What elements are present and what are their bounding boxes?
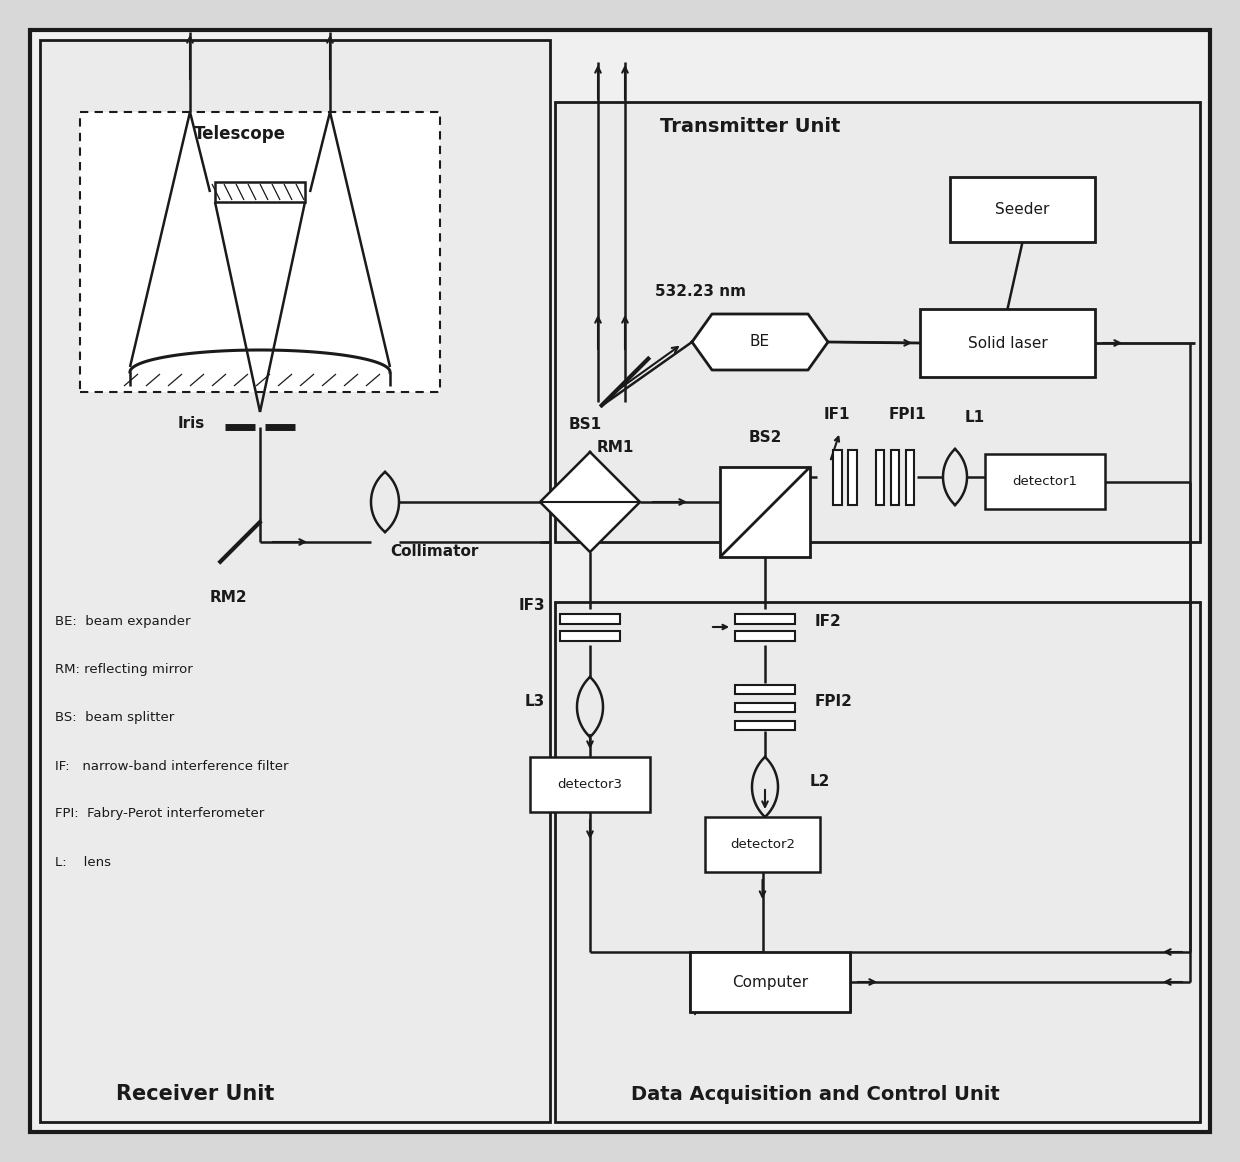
Bar [735,703,795,711]
Text: FPI1: FPI1 [888,407,926,422]
Bar [560,614,620,624]
Text: Data Acquisition and Control Unit: Data Acquisition and Control Unit [631,1084,999,1104]
Text: IF:   narrow-band interference filter: IF: narrow-band interference filter [55,760,289,773]
Text: L3: L3 [525,695,546,710]
Text: RM1: RM1 [596,439,634,454]
Text: detector3: detector3 [558,779,622,791]
Text: RM2: RM2 [210,589,248,604]
Bar [215,182,305,202]
Text: Seeder: Seeder [996,202,1050,217]
Bar [735,614,795,624]
Bar [906,450,914,504]
Text: BE: BE [750,335,770,350]
Text: Telescope: Telescope [193,125,286,143]
Bar [735,631,795,640]
Bar [985,454,1105,509]
Text: Transmitter Unit: Transmitter Unit [660,117,841,136]
Text: BS:  beam splitter: BS: beam splitter [55,711,175,724]
Text: Solid laser: Solid laser [967,336,1048,351]
Text: IF3: IF3 [518,597,546,612]
Text: Receiver Unit: Receiver Unit [115,1084,274,1104]
Bar [81,112,440,392]
Text: 532.23 nm: 532.23 nm [655,285,746,300]
Text: FPI2: FPI2 [815,695,853,710]
Text: FPI:  Fabry-Perot interferometer: FPI: Fabry-Perot interferometer [55,808,264,820]
Text: IF1: IF1 [823,407,851,422]
Text: Collimator: Collimator [391,545,479,559]
Text: Iris: Iris [177,416,205,430]
Text: BE:  beam expander: BE: beam expander [55,616,191,629]
Bar [529,756,650,812]
Bar [833,450,842,504]
Bar [706,817,820,872]
Bar [556,102,1200,541]
Bar [556,602,1200,1122]
Text: Computer: Computer [732,975,808,990]
Text: L2: L2 [810,775,831,789]
Text: BS1: BS1 [568,417,601,432]
Bar [875,450,884,504]
Bar [735,720,795,730]
Text: BS2: BS2 [748,430,781,445]
Polygon shape [692,314,828,370]
Text: RM: reflecting mirror: RM: reflecting mirror [55,664,192,676]
Bar [735,684,795,694]
Text: detector2: detector2 [730,838,795,851]
Bar [720,467,810,557]
Bar [950,177,1095,242]
Text: IF2: IF2 [815,615,842,630]
Bar [848,450,857,504]
Bar [920,309,1095,376]
Text: detector1: detector1 [1013,475,1078,488]
Text: L:    lens: L: lens [55,855,112,868]
Text: L1: L1 [965,410,985,425]
Polygon shape [539,452,640,552]
Bar [689,952,849,1012]
Bar [40,40,551,1122]
Bar [560,631,620,640]
Bar [892,450,899,504]
